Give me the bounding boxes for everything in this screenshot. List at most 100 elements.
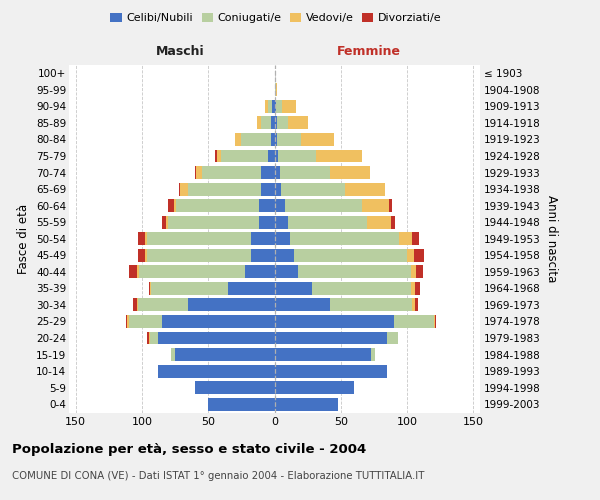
Bar <box>362 199 389 212</box>
Bar <box>416 266 423 278</box>
Y-axis label: Anni di nascita: Anni di nascita <box>545 195 557 282</box>
Bar <box>221 150 268 162</box>
Bar <box>435 315 436 328</box>
Bar <box>208 398 275 410</box>
Bar <box>316 150 362 162</box>
Bar <box>175 348 275 361</box>
Bar <box>188 182 261 196</box>
Bar <box>228 282 275 295</box>
Bar <box>245 266 275 278</box>
Bar <box>275 84 276 96</box>
Y-axis label: Fasce di età: Fasce di età <box>17 204 31 274</box>
Bar <box>150 332 158 344</box>
Bar <box>415 298 418 312</box>
Bar <box>414 249 424 262</box>
Bar <box>275 249 295 262</box>
Bar <box>387 332 398 344</box>
Bar <box>137 266 139 278</box>
Bar <box>283 100 296 113</box>
Bar <box>128 315 162 328</box>
Bar <box>261 182 275 196</box>
Bar <box>162 315 275 328</box>
Bar <box>147 249 251 262</box>
Bar <box>281 182 345 196</box>
Text: Femmine: Femmine <box>337 45 401 58</box>
Bar <box>265 100 268 113</box>
Bar <box>276 84 277 96</box>
Bar <box>272 100 275 113</box>
Bar <box>145 232 147 245</box>
Bar <box>275 298 330 312</box>
Bar <box>128 266 137 278</box>
Bar <box>275 315 394 328</box>
Bar <box>151 282 228 295</box>
Bar <box>174 199 176 212</box>
Bar <box>138 298 188 312</box>
Bar <box>149 332 150 344</box>
Bar <box>288 216 367 228</box>
Bar <box>394 315 434 328</box>
Bar <box>251 249 275 262</box>
Bar <box>295 249 407 262</box>
Bar <box>133 298 137 312</box>
Bar <box>138 249 145 262</box>
Bar <box>261 166 275 179</box>
Bar <box>176 199 259 212</box>
Bar <box>261 116 271 130</box>
Text: COMUNE DI CONA (VE) - Dati ISTAT 1° gennaio 2004 - Elaborazione TUTTITALIA.IT: COMUNE DI CONA (VE) - Dati ISTAT 1° genn… <box>12 471 424 481</box>
Text: Popolazione per età, sesso e stato civile - 2004: Popolazione per età, sesso e stato civil… <box>12 442 366 456</box>
Bar <box>147 332 149 344</box>
Bar <box>275 133 277 146</box>
Bar <box>415 282 421 295</box>
Bar <box>275 116 277 130</box>
Bar <box>147 232 251 245</box>
Bar <box>202 166 261 179</box>
Bar <box>391 216 395 228</box>
Bar <box>275 381 354 394</box>
Bar <box>127 315 128 328</box>
Bar <box>158 332 275 344</box>
Bar <box>126 315 127 328</box>
Bar <box>259 199 275 212</box>
Bar <box>138 232 145 245</box>
Bar <box>169 199 174 212</box>
Bar <box>367 216 391 228</box>
Bar <box>276 100 283 113</box>
Bar <box>275 266 298 278</box>
Bar <box>241 133 271 146</box>
Bar <box>158 364 275 378</box>
Bar <box>271 133 275 146</box>
Bar <box>277 133 301 146</box>
Bar <box>288 116 308 130</box>
Bar <box>434 315 435 328</box>
Bar <box>149 282 150 295</box>
Bar <box>345 182 385 196</box>
Bar <box>275 100 276 113</box>
Bar <box>277 116 288 130</box>
Bar <box>196 166 202 179</box>
Bar <box>150 282 151 295</box>
Bar <box>275 182 281 196</box>
Bar <box>235 133 241 146</box>
Bar <box>271 116 275 130</box>
Bar <box>275 216 288 228</box>
Bar <box>285 199 362 212</box>
Bar <box>171 348 175 361</box>
Text: Maschi: Maschi <box>155 45 204 58</box>
Legend: Celibi/Nubili, Coniugati/e, Vedovi/e, Divorziati/e: Celibi/Nubili, Coniugati/e, Vedovi/e, Di… <box>106 8 446 28</box>
Bar <box>399 232 412 245</box>
Bar <box>330 166 370 179</box>
Bar <box>162 216 166 228</box>
Bar <box>137 298 138 312</box>
Bar <box>407 249 414 262</box>
Bar <box>215 150 217 162</box>
Bar <box>257 116 261 130</box>
Bar <box>411 282 415 295</box>
Bar <box>259 216 275 228</box>
Bar <box>195 381 275 394</box>
Bar <box>275 348 371 361</box>
Bar <box>275 364 387 378</box>
Bar <box>275 282 311 295</box>
Bar <box>311 282 411 295</box>
Bar <box>275 166 280 179</box>
